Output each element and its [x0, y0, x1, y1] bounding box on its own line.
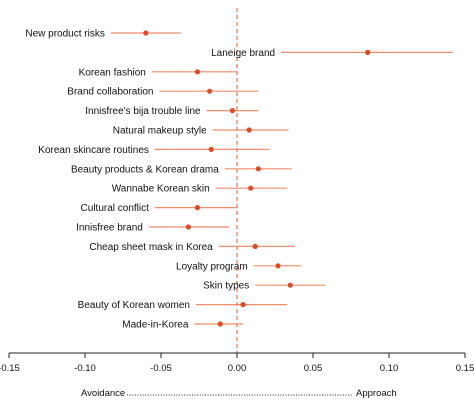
forest-row: Made-in-Korea [122, 320, 244, 331]
row-label: Innisfree's bija trouble line [85, 106, 201, 117]
point-estimate [252, 243, 258, 249]
row-label: Beauty of Korean women [78, 300, 190, 311]
point-estimate [217, 321, 223, 327]
row-label: Korean fashion [79, 67, 146, 78]
x-tick-label: 0.05 [304, 363, 323, 374]
point-estimate [207, 88, 213, 94]
row-label: Korean skincare routines [38, 145, 149, 156]
forest-row: Loyalty program [176, 261, 301, 272]
point-estimate [229, 108, 236, 114]
point-estimate [194, 205, 201, 211]
x-tick-label: -0.15 [0, 363, 20, 374]
point-estimate [143, 30, 149, 36]
point-estimate [240, 302, 246, 308]
forest-row: Skin types [203, 281, 326, 292]
estimate-rows: New product risks Laneige brand Korean fas… [25, 29, 453, 331]
x-tick-label: 0.10 [380, 363, 399, 374]
forest-row: Wannabe Korean skin [112, 184, 288, 195]
row-label: Beauty products & Korean drama [71, 164, 219, 175]
point-estimate [208, 146, 214, 152]
row-label: Loyalty program [176, 261, 248, 272]
forest-row: Korean skincare routines [38, 145, 269, 156]
x-tick-label: 0.15 [456, 363, 474, 374]
row-label: Laneige brand [211, 48, 275, 59]
approach-label: Approach [356, 388, 397, 399]
forest-row: Beauty of Korean women [78, 300, 288, 311]
forest-row: Cheap sheet mask in Korea [89, 242, 295, 253]
forest-row: Laneige brand [211, 48, 453, 59]
point-estimate [194, 69, 201, 75]
forest-row: Innisfree's bija trouble line [85, 106, 259, 117]
x-tick-label: 0.00 [228, 363, 247, 374]
row-label: New product risks [25, 29, 104, 40]
row-label: Cultural conflict [81, 203, 150, 214]
point-estimate [365, 49, 371, 56]
point-estimate [287, 282, 293, 288]
point-estimate [246, 127, 252, 133]
forest-row: Natural makeup style [113, 126, 289, 137]
point-estimate [248, 185, 254, 191]
x-tick-label: -0.10 [74, 363, 96, 374]
point-estimate [185, 224, 191, 230]
row-label: Cheap sheet mask in Korea [89, 242, 213, 253]
point-estimate [275, 263, 281, 269]
avoidance-label: Avoidance [81, 388, 125, 399]
x-tick-label: -0.05 [150, 363, 172, 374]
row-label: Natural makeup style [113, 126, 207, 137]
point-estimate [255, 166, 261, 172]
forest-row: Innisfree brand [76, 223, 230, 234]
forest-row: Beauty products & Korean drama [71, 164, 292, 175]
row-label: Wannabe Korean skin [112, 184, 210, 195]
row-label: Skin types [203, 281, 249, 292]
row-label: Innisfree brand [76, 223, 143, 234]
row-label: Made-in-Korea [122, 320, 189, 331]
row-label: Brand collaboration [67, 87, 153, 98]
x-axis-ticks: -0.15 -0.10 -0.05 0.00 0.05 0.10 0.15 [0, 353, 474, 374]
forest-row: Korean fashion [79, 67, 237, 78]
forest-row: Cultural conflict [81, 203, 237, 214]
forest-row: Brand collaboration [67, 87, 259, 98]
forest-row: New product risks [25, 29, 181, 40]
